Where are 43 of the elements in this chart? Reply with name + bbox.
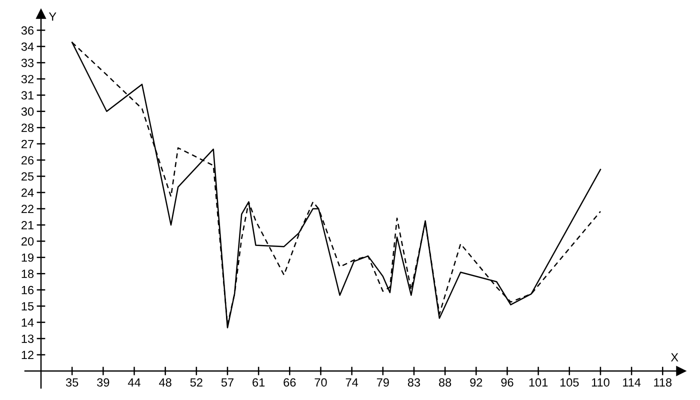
x-tick-label: 105 [560, 378, 579, 387]
y-tick-label: 24 [22, 188, 34, 197]
x-tick-label: 61 [252, 378, 265, 387]
x-tick-label: 110 [592, 378, 610, 387]
y-tick-label: 21 [22, 220, 34, 230]
y-tick-label: 15 [22, 302, 34, 310]
y-tick-label: 14 [22, 318, 34, 327]
x-tick-label: 44 [128, 378, 140, 386]
y-tick-label: 18 [22, 270, 34, 278]
y-tick-label: 12 [22, 350, 34, 360]
x-tick-label: 92 [470, 378, 482, 387]
x-tick-label: 118 [654, 378, 672, 387]
x-tick-label: 39 [97, 378, 110, 387]
x-tick-label: 57 [221, 378, 234, 387]
y-tick-label: 13 [22, 334, 34, 343]
y-tick-label: 27 [22, 140, 34, 148]
x-tick-label: 96 [501, 378, 514, 387]
x-tick-label: 74 [346, 378, 358, 386]
x-tick-label: 83 [408, 378, 420, 387]
x-tick-label: 48 [159, 378, 172, 387]
x-tick-label: 70 [314, 378, 327, 387]
y-tick-label: 25 [22, 172, 34, 181]
y-tick-label: 20 [22, 237, 34, 246]
y-tick-label: 34 [21, 42, 34, 51]
x-tick-label: 88 [439, 378, 452, 387]
x-tick-label: 79 [376, 378, 389, 387]
y-tick-label: 28 [22, 124, 34, 132]
y-tick-label: 33 [21, 58, 34, 68]
x-tick-label: 35 [66, 378, 78, 387]
y-tick-label: 26 [22, 156, 34, 164]
y-tick-label: 19 [22, 253, 34, 262]
x-axis-title: X [670, 353, 678, 362]
y-tick-label: 36 [21, 26, 34, 35]
y-tick-label: 31 [21, 91, 34, 100]
x-tick-label: 52 [190, 378, 202, 387]
x-tick-label: 66 [284, 378, 296, 387]
x-tick-label: 101 [529, 378, 548, 387]
y-tick-label: 32 [21, 74, 34, 84]
y-tick-label: 22 [22, 204, 34, 214]
y-tick-label: 16 [22, 286, 34, 294]
x-tick-label: 114 [623, 378, 641, 386]
y-tick-label: 30 [21, 107, 34, 116]
y-axis-title: Y [48, 12, 56, 21]
